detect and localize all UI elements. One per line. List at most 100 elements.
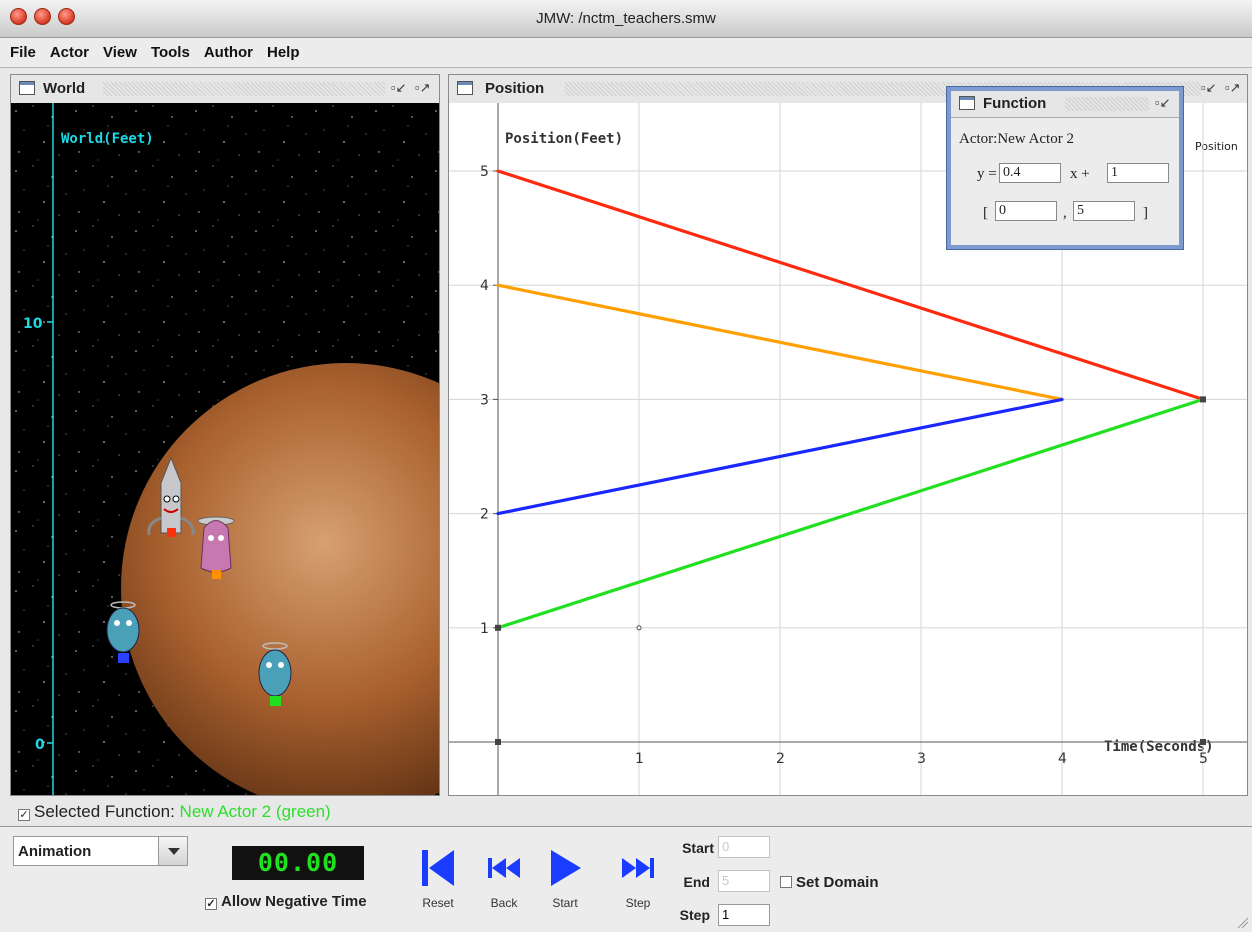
maximize-icon[interactable]: ▫↗ — [1225, 80, 1241, 95]
slope-input[interactable]: 0.4 — [999, 163, 1061, 183]
x-tick-label: 1 — [635, 751, 644, 767]
actor-rocket-red[interactable] — [147, 456, 195, 537]
y-tick-label: 5 — [480, 164, 489, 180]
minimize-icon[interactable]: ▫↙ — [1155, 95, 1171, 110]
set-domain[interactable]: Set Domain — [780, 874, 879, 891]
reset-button[interactable]: Reset — [413, 848, 463, 910]
minimize-icon[interactable]: ▫↙ — [391, 80, 407, 95]
back-label: Back — [490, 896, 518, 910]
function-dialog-header[interactable]: Function ▫↙ — [951, 91, 1179, 118]
point-marker[interactable] — [495, 624, 501, 631]
menu-tools[interactable]: Tools — [150, 44, 190, 61]
function-dialog: Function ▫↙ Actor:New Actor 2 y = 0.4 x … — [946, 86, 1184, 250]
actor-pink-orange[interactable] — [197, 516, 235, 579]
chevron-down-icon[interactable] — [158, 837, 187, 865]
actor-teal-green[interactable] — [258, 642, 292, 706]
drag-grip[interactable] — [1065, 97, 1149, 111]
function-dialog-title: Function — [983, 95, 1047, 112]
series-line[interactable] — [496, 397, 1205, 630]
step-label: Step — [625, 896, 651, 910]
series-line[interactable] — [496, 397, 1064, 516]
set-domain-label: Set Domain — [796, 874, 879, 891]
function-y-label: y = — [977, 166, 997, 182]
window-icon — [959, 96, 975, 110]
world-tick-0: 0 — [35, 737, 45, 753]
position-panel-title: Position — [485, 80, 545, 97]
mode-dropdown[interactable]: Animation — [13, 836, 188, 866]
x-tick-label: 2 — [776, 751, 785, 767]
intercept-input[interactable]: 1 — [1107, 163, 1169, 183]
series-line[interactable] — [496, 169, 1205, 401]
mode-dropdown-value: Animation — [18, 843, 92, 860]
step-button[interactable]: Step — [613, 848, 663, 910]
allow-negative-label: Allow Negative Time — [221, 893, 367, 910]
menu-actor[interactable]: Actor — [49, 44, 90, 61]
domain-start-label: Start — [682, 840, 714, 856]
planet — [121, 363, 439, 795]
domain-end-field[interactable]: 5 — [718, 870, 770, 892]
x-axis-label: Time(Seconds) — [1104, 739, 1214, 755]
x-tick-label: 4 — [1058, 751, 1067, 767]
world-view: World(Feet) 10 0 — [11, 103, 439, 795]
back-button[interactable]: Back — [479, 848, 529, 910]
set-domain-checkbox[interactable] — [780, 876, 792, 888]
menu-author[interactable]: Author — [203, 44, 253, 61]
time-display: 00.00 — [232, 846, 364, 880]
drag-grip[interactable] — [103, 82, 385, 96]
domain-start-field[interactable]: 0 — [718, 836, 770, 858]
world-panel: World ▫↙ ▫↗ — [10, 74, 440, 796]
menu-view[interactable]: View — [103, 44, 137, 61]
y-tick-label: 1 — [480, 621, 489, 637]
domain-step-label: Step — [679, 907, 710, 923]
world-panel-header[interactable]: World ▫↙ ▫↗ — [11, 75, 439, 104]
selected-function-label: Selected Function: — [34, 802, 175, 821]
minimize-window-icon[interactable] — [34, 8, 51, 25]
selected-function-value: New Actor 2 (green) — [179, 802, 331, 821]
y-tick-label: 3 — [480, 392, 489, 408]
point-marker[interactable] — [1200, 739, 1206, 745]
window-icon — [457, 81, 473, 95]
domain-end-label: End — [683, 874, 710, 890]
reset-icon — [422, 850, 454, 886]
x-tick-label: 5 — [1199, 751, 1208, 767]
zoom-window-icon[interactable] — [58, 8, 75, 25]
y-tick-label: 2 — [480, 507, 489, 523]
domain-start-input[interactable]: 0 — [995, 201, 1057, 221]
reset-label: Reset — [422, 896, 454, 910]
menu-file[interactable]: File — [10, 44, 36, 61]
y-tick-label: 4 — [480, 278, 489, 294]
selected-function-checkbox[interactable]: ✓ — [18, 809, 30, 821]
play-icon — [551, 850, 581, 886]
domain-step-field[interactable]: 1 — [718, 904, 770, 926]
series-line[interactable] — [496, 283, 1064, 401]
cursor-marker — [636, 625, 642, 631]
open-bracket: [ — [983, 205, 988, 221]
domain-end-input[interactable]: 5 — [1073, 201, 1135, 221]
world-tick-10: 10 — [23, 316, 43, 332]
start-button[interactable]: Start — [540, 848, 590, 910]
resize-grip-icon[interactable] — [1236, 916, 1250, 930]
window-title: JMW: /nctm_teachers.smw — [536, 10, 716, 27]
allow-negative-time[interactable]: ✓ Allow Negative Time — [205, 893, 367, 910]
position-corner-label: Position — [1195, 140, 1238, 153]
domain-comma: , — [1063, 205, 1067, 221]
close-window-icon[interactable] — [10, 8, 27, 25]
menu-help[interactable]: Help — [266, 44, 300, 61]
point-marker[interactable] — [1200, 396, 1206, 403]
maximize-icon[interactable]: ▫↗ — [415, 80, 431, 95]
window-icon — [19, 81, 35, 95]
y-axis-label: Position(Feet) — [505, 131, 623, 147]
control-bar — [0, 826, 1252, 932]
close-bracket: ] — [1143, 205, 1148, 221]
back-icon — [488, 858, 520, 878]
world-axis-label: World(Feet) — [61, 131, 154, 147]
function-actor-label: Actor:New Actor 2 — [959, 131, 1074, 147]
selected-function: ✓ Selected Function: New Actor 2 (green) — [18, 802, 331, 822]
menu-bar: File Actor View Tools Author Help — [0, 38, 1252, 68]
world-scene: World(Feet) 10 0 — [11, 103, 439, 795]
allow-negative-checkbox[interactable]: ✓ — [205, 898, 217, 910]
actor-teal-blue[interactable] — [106, 601, 140, 663]
minimize-icon[interactable]: ▫↙ — [1201, 80, 1217, 95]
x-tick-label: 3 — [917, 751, 926, 767]
point-marker[interactable] — [495, 739, 501, 745]
